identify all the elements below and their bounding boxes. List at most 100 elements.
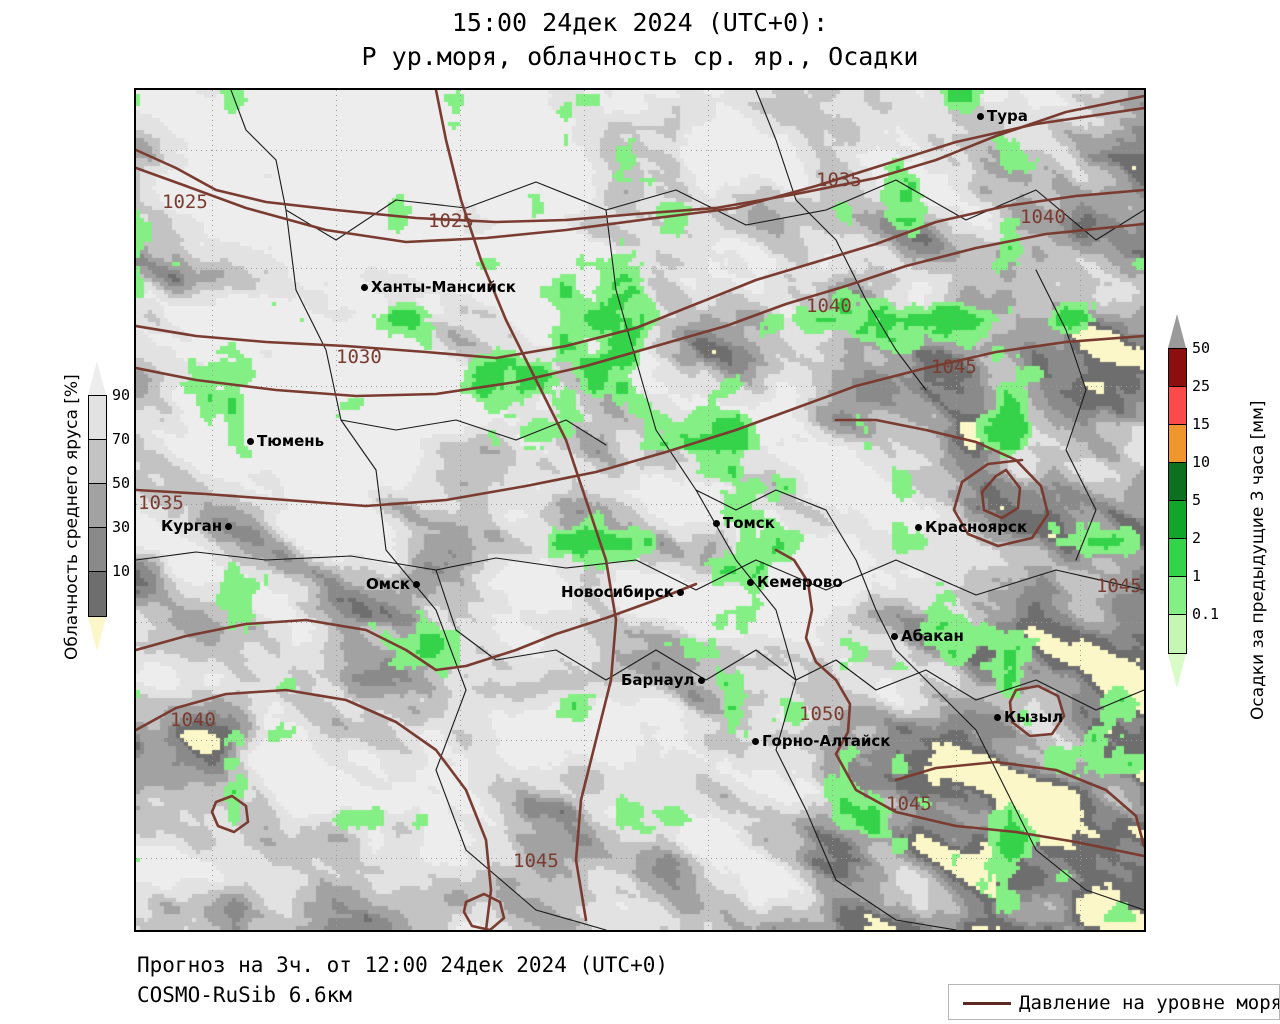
- city-name: Ханты-Мансийск: [371, 278, 516, 296]
- city-name: Тура: [987, 107, 1028, 125]
- isobar-line: [210, 794, 250, 834]
- colorbar-segment: [1169, 615, 1186, 653]
- city-dot: [747, 579, 754, 586]
- isobar-label: 1030: [336, 346, 382, 368]
- city-dot: [676, 589, 684, 596]
- city-marker: Кемерово: [744, 575, 843, 590]
- city-name: Кызыл: [1004, 708, 1064, 726]
- graticule-parallel: [136, 150, 1144, 151]
- graticule-meridian: [460, 90, 461, 930]
- colorbar-segment: [1169, 501, 1186, 539]
- pressure-line-swatch: [963, 1002, 1011, 1005]
- city-name: Новосибирск: [561, 583, 674, 601]
- isobar-line: [1008, 684, 1066, 738]
- graticule-parallel: [136, 622, 1144, 623]
- colorbar-tick-label: 10: [1192, 453, 1211, 471]
- isobar-line: [434, 90, 618, 922]
- isobar-line: [462, 892, 506, 930]
- isobar-label: 1050: [799, 703, 845, 725]
- colorbar-segment: [1169, 425, 1186, 463]
- colorbar-segment: [89, 484, 106, 528]
- footer-line-1: Прогноз на 3ч. от 12:00 24дек 2024 (UTC+…: [137, 953, 669, 977]
- isobar-label: 1040: [806, 295, 852, 317]
- graticule-meridian: [832, 90, 833, 930]
- colorbar-segment: [1169, 387, 1186, 425]
- cloud-colorbar-bottom-cap: [88, 617, 106, 651]
- city-marker: Омск: [366, 577, 423, 592]
- cloud-colorbar-body: [88, 395, 107, 617]
- city-marker: Барнаул: [621, 673, 708, 688]
- city-dot: [361, 284, 368, 291]
- cloud-colorbar-title: Облачность среднего яруса [%]: [62, 374, 82, 660]
- city-name: Кемерово: [757, 573, 843, 591]
- graticule: [136, 90, 1144, 930]
- colorbar-tick-label: 25: [1192, 377, 1211, 395]
- cloud-colorbar-top-cap: [88, 361, 106, 395]
- graticule-parallel: [136, 386, 1144, 387]
- colorbar-tick-label: 50: [112, 474, 131, 492]
- title-line-1: 15:00 24дек 2024 (UTC+0):: [451, 8, 829, 37]
- colorbar-segment: [89, 396, 106, 440]
- forecast-footer: Прогноз на 3ч. от 12:00 24дек 2024 (UTC+…: [137, 950, 668, 1010]
- isobar-line: [136, 582, 698, 672]
- city-name: Абакан: [901, 627, 964, 645]
- city-marker: Томск: [710, 516, 775, 531]
- isobar-label: 1040: [170, 709, 216, 731]
- city-marker: Тюмень: [244, 434, 324, 449]
- administrative-border: [285, 209, 607, 930]
- colorbar-segment: [1169, 349, 1186, 387]
- isobar-line: [136, 94, 1144, 224]
- graticule-parallel: [136, 858, 1144, 859]
- isobar-line: [136, 106, 1144, 244]
- graticule-parallel: [136, 740, 1144, 741]
- administrative-border: [136, 551, 1144, 596]
- graticule-meridian: [212, 90, 213, 930]
- page-title: 15:00 24дек 2024 (UTC+0): P ур.моря, обл…: [0, 6, 1280, 74]
- administrative-border: [435, 569, 1144, 711]
- city-dot: [994, 714, 1001, 721]
- isobar-label: 1045: [1096, 575, 1142, 597]
- isobar-line: [980, 468, 1022, 520]
- isobar-label: 1040: [1020, 206, 1066, 228]
- city-name: Барнаул: [621, 671, 695, 689]
- city-marker: Новосибирск: [561, 585, 687, 600]
- city-dot: [915, 524, 922, 531]
- isobar-line: [834, 418, 1050, 548]
- administrative-border: [1035, 269, 1097, 561]
- graticule-meridian: [708, 90, 709, 930]
- graticule-meridian: [1080, 90, 1081, 930]
- city-marker: Абакан: [888, 629, 964, 644]
- footer-line-2: COSMO-RuSib 6.6км: [137, 983, 352, 1007]
- colorbar-tick-label: 70: [112, 430, 131, 448]
- isobar-label: 1025: [162, 191, 208, 213]
- graticule-parallel: [136, 504, 1144, 505]
- precip-colorbar-title: Осадки за предыдущие 3 часа [мм]: [1248, 400, 1268, 720]
- map-canvas[interactable]: 1025 1025 1030 1035 1035 1040 1040 1045 1040 1045…: [134, 88, 1146, 932]
- isobar-line: [136, 334, 1144, 508]
- colorbar-tick-label: 5: [1192, 491, 1202, 509]
- city-name: Горно-Алтайск: [762, 732, 891, 750]
- graticule-meridian: [584, 90, 585, 930]
- city-dot: [413, 581, 421, 588]
- city-dot: [247, 438, 254, 445]
- isobar-label: 1035: [138, 492, 184, 514]
- city-name: Курган: [161, 517, 223, 535]
- isobar-line: [774, 548, 852, 756]
- colorbar-tick-label: 15: [1192, 415, 1211, 433]
- pressure-legend-label: Давление на уровне моря: [1019, 992, 1280, 1014]
- graticule-meridian: [336, 90, 337, 930]
- colorbar-segment: [89, 572, 106, 616]
- city-marker: Красноярск: [912, 520, 1027, 535]
- map-vectors: [136, 90, 1144, 930]
- isobar-label: 1045: [513, 850, 559, 872]
- colorbar-tick-label: 50: [1192, 339, 1211, 357]
- precip-colorbar-body: [1168, 348, 1187, 654]
- administrative-border: [695, 489, 957, 930]
- colorbar-tick-label: 0.1: [1192, 605, 1220, 623]
- colorbar-tick-label: 10: [112, 562, 131, 580]
- colorbar-tick-label: 90: [112, 386, 131, 404]
- isobar-label: 1025: [428, 210, 474, 232]
- colorbar-tick-label: 2: [1192, 529, 1202, 547]
- city-marker: Кызыл: [991, 710, 1063, 725]
